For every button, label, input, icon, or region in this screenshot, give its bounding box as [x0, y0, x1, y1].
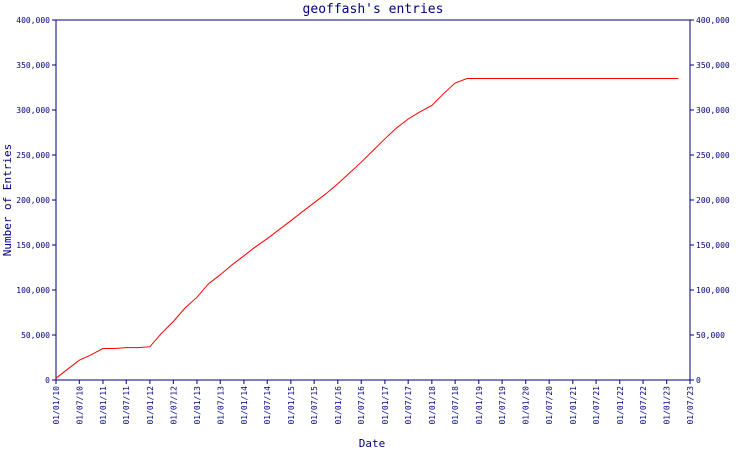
y-tick-label-right: 100,000 — [696, 286, 730, 295]
y-axis-label: Number of Entries — [1, 144, 14, 257]
x-tick-label: 01/01/21 — [569, 386, 578, 425]
y-tick-label-left: 400,000 — [16, 16, 50, 25]
x-tick-label: 01/01/15 — [287, 386, 296, 425]
y-tick-label-right: 0 — [696, 376, 701, 385]
x-tick-label: 01/01/19 — [475, 386, 484, 425]
x-tick-label: 01/01/22 — [616, 386, 625, 425]
y-tick-label-right: 400,000 — [696, 16, 730, 25]
plot-frame — [55, 19, 691, 381]
y-ticks: 0 0 50,000 50,000 100,000 100,000 150,000 150,0… — [16, 16, 730, 385]
x-tick-label: 01/07/18 — [451, 386, 460, 425]
y-tick-label-left: 0 — [45, 376, 50, 385]
x-tick-label: 01/07/23 — [686, 386, 695, 425]
y-tick-label-left: 200,000 — [16, 196, 50, 205]
x-tick-label: 01/01/23 — [663, 386, 672, 425]
y-tick-label-right: 250,000 — [696, 151, 730, 160]
x-tick-label: 01/07/21 — [592, 386, 601, 425]
series-line-0 — [55, 78, 679, 379]
x-tick-label: 01/07/14 — [263, 386, 272, 425]
x-tick-label: 01/01/20 — [522, 386, 531, 425]
x-tick-label: 01/07/11 — [122, 386, 131, 425]
x-tick-label: 01/01/13 — [193, 386, 202, 425]
x-tick-label: 01/07/16 — [357, 386, 366, 425]
x-tick-label: 01/01/12 — [146, 386, 155, 425]
x-tick-label: 01/01/17 — [381, 386, 390, 425]
x-tick-label: 01/01/16 — [334, 386, 343, 425]
x-tick-label: 01/07/22 — [639, 386, 648, 425]
x-tick-label: 01/01/11 — [99, 386, 108, 425]
x-tick-label: 01/07/17 — [404, 386, 413, 425]
x-tick-label: 01/07/12 — [169, 386, 178, 425]
x-tick-label: 01/07/15 — [310, 386, 319, 425]
y-tick-label-left: 100,000 — [16, 286, 50, 295]
y-tick-label-left: 350,000 — [16, 61, 50, 70]
x-ticks: 01/01/10 01/07/10 01/01/11 01/07/11 01/01/12… — [52, 380, 695, 425]
y-tick-label-right: 50,000 — [696, 331, 725, 340]
x-tick-label: 01/01/18 — [428, 386, 437, 425]
x-tick-label: 01/01/10 — [52, 386, 61, 425]
y-tick-label-right: 350,000 — [696, 61, 730, 70]
x-tick-label: 01/07/20 — [545, 386, 554, 425]
x-axis-label: Date — [359, 437, 386, 450]
x-tick-label: 01/01/14 — [240, 386, 249, 425]
x-tick-label: 01/07/19 — [498, 386, 507, 425]
series — [55, 78, 679, 379]
chart-title: geoffash's entries — [303, 2, 444, 17]
y-tick-label-left: 50,000 — [21, 331, 50, 340]
y-tick-label-right: 200,000 — [696, 196, 730, 205]
y-tick-label-right: 150,000 — [696, 241, 730, 250]
y-tick-label-left: 300,000 — [16, 106, 50, 115]
x-tick-label: 01/07/10 — [75, 386, 84, 425]
y-tick-label-left: 250,000 — [16, 151, 50, 160]
y-tick-label-right: 300,000 — [696, 106, 730, 115]
y-tick-label-left: 150,000 — [16, 241, 50, 250]
x-tick-label: 01/07/13 — [216, 386, 225, 425]
